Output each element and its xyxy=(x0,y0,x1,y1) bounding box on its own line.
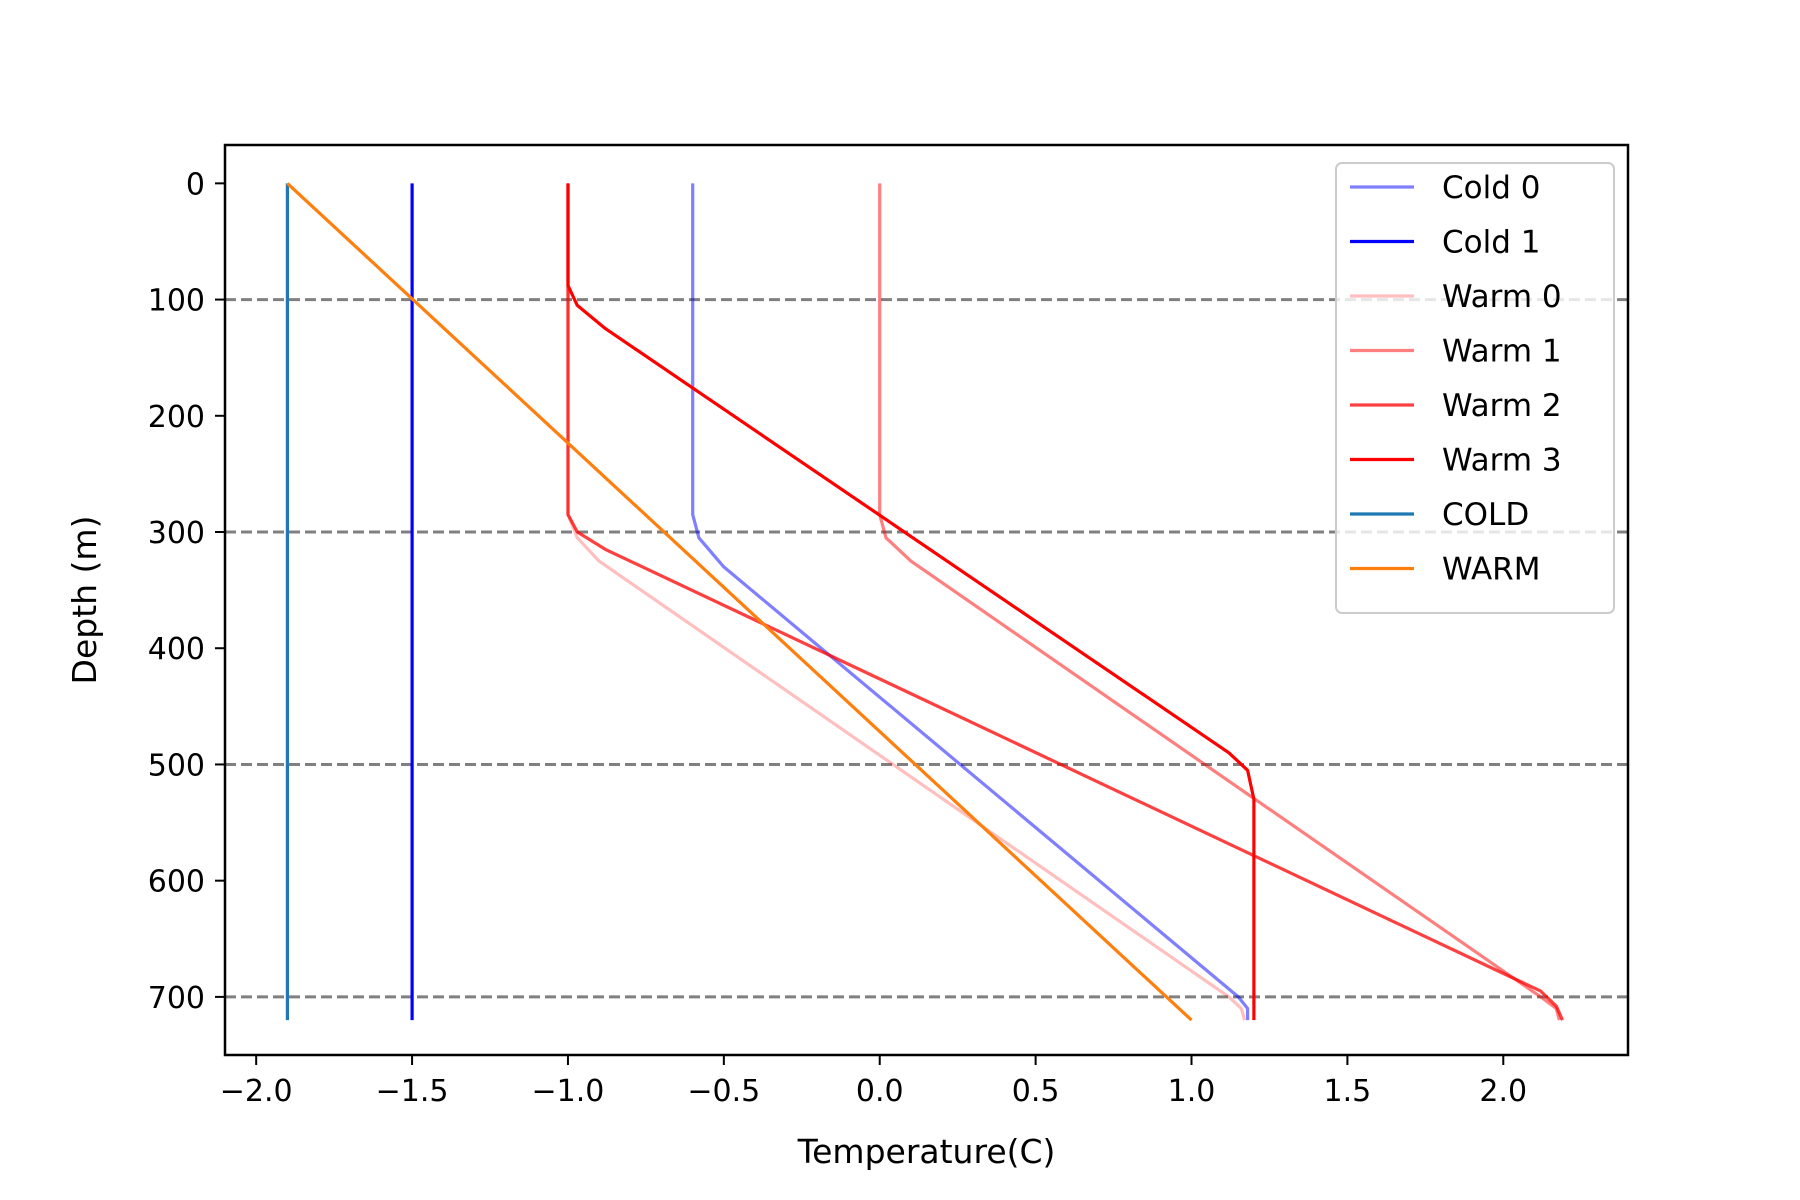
y-tick-label: 600 xyxy=(148,865,205,900)
legend-label: Cold 0 xyxy=(1442,170,1540,206)
legend-label: Warm 0 xyxy=(1442,279,1562,315)
x-tick-label: 1.0 xyxy=(1168,1074,1216,1109)
y-tick-label: 200 xyxy=(148,400,205,435)
legend-box xyxy=(1335,162,1615,614)
x-tick-label: −0.5 xyxy=(687,1074,760,1109)
y-tick-label: 300 xyxy=(148,516,205,551)
x-axis-ticks: −2.0 −1.5 −1.0 −0.5 0.0 0.5 1.0 1.5 2.0 xyxy=(220,1055,1527,1109)
x-tick-label: 0.0 xyxy=(856,1074,904,1109)
y-tick-label: 700 xyxy=(148,981,205,1016)
y-tick-label: 400 xyxy=(148,632,205,667)
legend-label: Warm 1 xyxy=(1442,334,1562,370)
x-axis-label: Temperature(C) xyxy=(797,1132,1056,1171)
y-tick-label: 100 xyxy=(148,284,205,319)
y-axis-ticks: 0 100 200 300 400 500 600 700 xyxy=(148,167,225,1016)
y-tick-label: 500 xyxy=(148,748,205,783)
legend-label: WARM xyxy=(1442,552,1540,588)
x-tick-label: 1.5 xyxy=(1324,1074,1372,1109)
series-line-warm xyxy=(286,182,1193,1022)
x-tick-label: −2.0 xyxy=(220,1074,293,1109)
legend-label: Warm 3 xyxy=(1442,443,1562,479)
series-layer xyxy=(285,182,1564,1022)
x-tick-label: −1.5 xyxy=(376,1074,449,1109)
x-tick-label: 2.0 xyxy=(1479,1074,1527,1109)
x-tick-label: 0.5 xyxy=(1012,1074,1060,1109)
series-line-warm-2 xyxy=(566,183,1564,1021)
y-tick-label: 0 xyxy=(186,167,205,202)
legend-label: Cold 1 xyxy=(1442,225,1540,261)
x-tick-label: −1.0 xyxy=(532,1074,605,1109)
legend: Cold 0 Cold 1 Warm 0 Warm 1 Warm 2 Warm 3 COLD… xyxy=(1335,162,1615,614)
series-line-warm-3 xyxy=(566,183,1256,1021)
y-axis-label: Depth (m) xyxy=(65,516,104,685)
axes-frame xyxy=(223,143,1630,1057)
legend-label: COLD xyxy=(1442,497,1529,533)
legend-label: Warm 2 xyxy=(1442,388,1562,424)
series-line-cold-0 xyxy=(691,183,1250,1021)
